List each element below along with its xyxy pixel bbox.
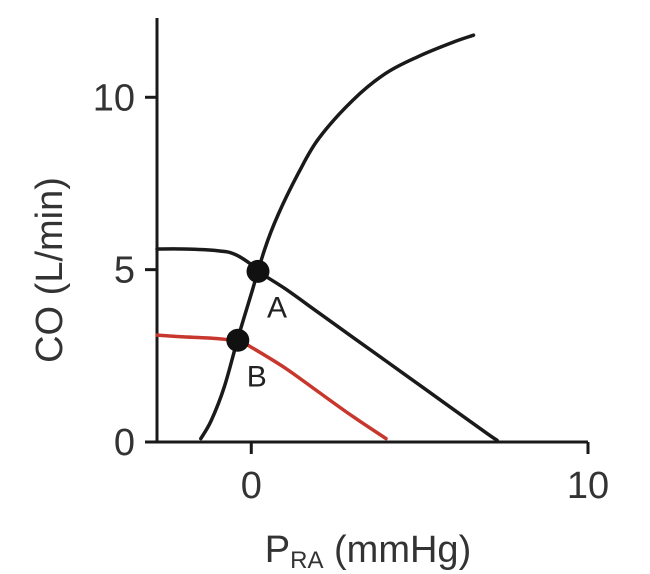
x-axis-title-subscript: RA bbox=[290, 547, 323, 574]
point-label-a: A bbox=[267, 291, 287, 324]
equilibrium-point-b bbox=[226, 328, 250, 352]
x-axis-title-main: P bbox=[265, 529, 290, 571]
x-tick-label: 0 bbox=[241, 465, 262, 507]
curve-return-normal bbox=[155, 247, 499, 443]
x-axis-title-unit: (mmHg) bbox=[323, 529, 471, 571]
curve-return-reduced bbox=[155, 333, 388, 441]
curve-cardiac-function bbox=[199, 33, 476, 441]
y-axis-title: CO (L/min) bbox=[29, 177, 71, 363]
y-tick-label: 10 bbox=[93, 77, 135, 119]
svg-text:PRA (mmHg): PRA (mmHg) bbox=[265, 529, 471, 574]
x-axis-title: PRA (mmHg) bbox=[265, 529, 471, 574]
point-label-b: B bbox=[247, 360, 267, 393]
equilibrium-point-a bbox=[246, 259, 270, 283]
x-tick-label: 10 bbox=[567, 465, 609, 507]
y-tick-label: 5 bbox=[114, 250, 135, 292]
y-tick-label: 0 bbox=[114, 422, 135, 464]
